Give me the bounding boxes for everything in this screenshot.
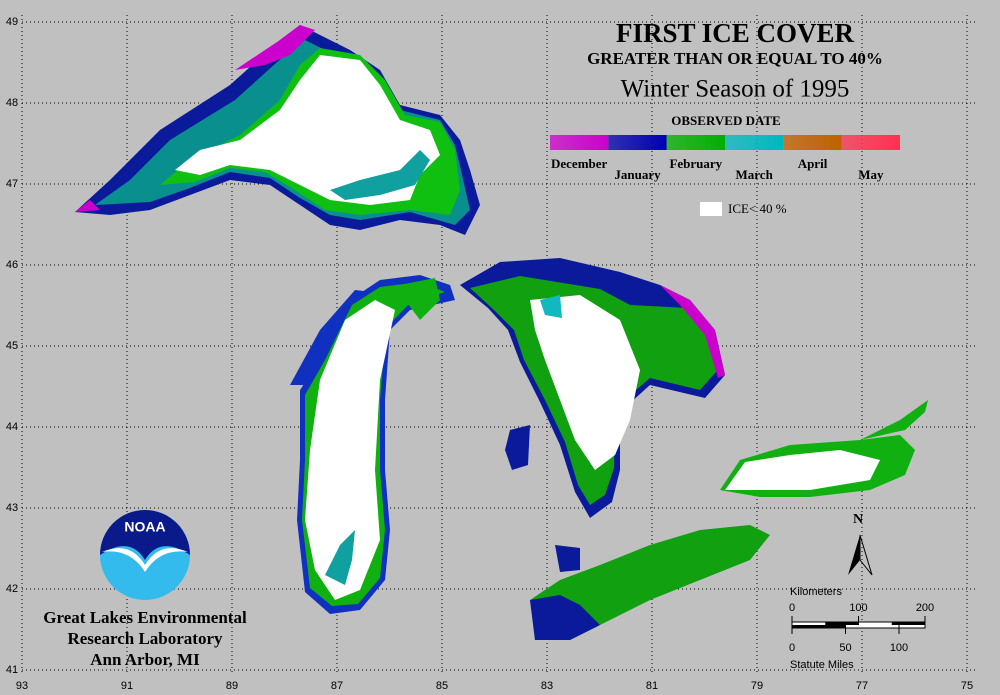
lat-label: 48 [6,97,18,109]
legend: December January February March April May [550,135,900,182]
lake-superior [75,25,480,235]
legend-label: January [614,167,661,182]
ice-swatch [700,202,722,216]
lon-label: 91 [121,680,133,692]
lat-label: 49 [6,16,18,28]
legend-swatch [783,135,842,150]
mile-title: Statute Miles [790,659,854,671]
credit-line: Research Laboratory [67,629,223,648]
lake-ontario [720,400,928,497]
title: FIRST ICE COVER [616,18,855,48]
lake-erie [530,525,770,640]
noaa-logo: NOAA [100,510,190,600]
season: Winter Season of 1995 [621,76,850,103]
lon-label: 81 [646,680,658,692]
lon-label: 75 [961,680,973,692]
legend-swatch [608,135,667,150]
lon-label: 85 [436,680,448,692]
lon-label: 89 [226,680,238,692]
lake-huron [460,258,725,518]
ice-note: ICE< 40 % [728,201,787,216]
lake-michigan [290,275,455,614]
legend-title: OBSERVED DATE [671,113,780,128]
km-label: 200 [916,602,934,614]
lat-label: 42 [6,583,18,595]
credit-line: Ann Arbor, MI [90,650,200,669]
lon-label: 83 [541,680,553,692]
scale-block [792,625,846,628]
scale-bar: Kilometers Statute Miles 0 100 200 0 50 100 [789,586,934,671]
legend-swatch [841,135,900,150]
lat-label: 45 [6,340,18,352]
lat-label: 41 [6,664,18,676]
lat-label: 47 [6,178,18,190]
km-label: 0 [789,602,795,614]
legend-label: May [858,167,884,182]
km-title: Kilometers [790,586,842,598]
legend-label: February [669,156,722,171]
scale-block [825,622,859,625]
north-arrow [859,534,873,576]
mile-label: 50 [839,642,851,654]
logo-text: NOAA [124,519,165,535]
north-label: N [853,512,863,527]
legend-label: March [736,167,774,182]
mile-label: 100 [890,642,908,654]
scale-block [891,622,925,625]
credit: Great Lakes Environmental Research Labora… [43,608,247,669]
subtitle: GREATER THAN OR EQUAL TO 40% [587,49,883,68]
legend-label: April [798,156,828,171]
legend-label: December [551,156,608,171]
north-arrow [848,535,860,575]
lat-label: 43 [6,502,18,514]
lat-label: 44 [6,421,18,433]
lon-label: 87 [331,680,343,692]
lon-label: 77 [856,680,868,692]
lon-label: 79 [751,680,763,692]
credit-line: Great Lakes Environmental [43,608,247,627]
legend-swatch [550,135,609,150]
legend-swatch [725,135,784,150]
lon-label: 93 [16,680,28,692]
legend-swatch [666,135,725,150]
lat-label: 46 [6,259,18,271]
mile-label: 0 [789,642,795,654]
km-label: 100 [849,602,867,614]
